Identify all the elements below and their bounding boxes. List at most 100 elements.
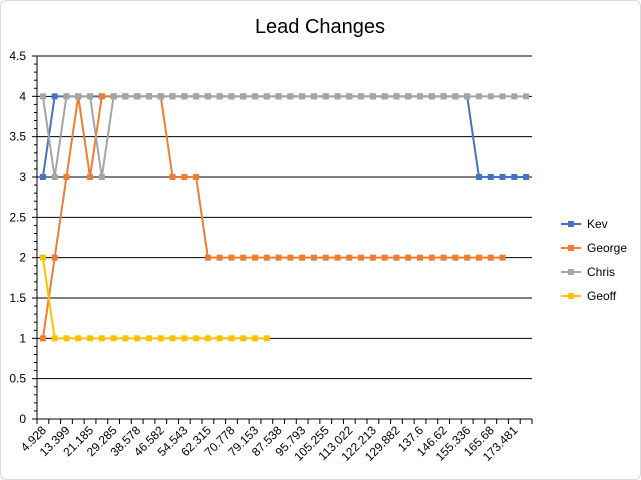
data-point <box>181 335 188 342</box>
data-point <box>475 174 482 180</box>
data-point <box>193 335 200 342</box>
data-point <box>39 254 46 261</box>
data-point <box>487 93 494 100</box>
series-chris <box>39 93 530 180</box>
legend-swatch-marker <box>568 269 574 275</box>
data-point <box>122 335 129 342</box>
data-point <box>334 254 341 261</box>
data-point <box>157 93 164 100</box>
y-tick-label: 2 <box>19 251 26 265</box>
y-tick-label: 2.5 <box>9 210 26 224</box>
legend-label: Chris <box>587 265 615 279</box>
data-point <box>322 254 329 261</box>
data-point <box>63 335 70 342</box>
y-tick-label: 4.5 <box>9 49 26 63</box>
data-point <box>346 93 353 100</box>
data-point <box>499 174 506 180</box>
data-point <box>417 93 424 100</box>
data-point <box>393 93 400 100</box>
data-point <box>87 174 94 180</box>
data-point <box>51 174 58 180</box>
data-point <box>87 93 94 100</box>
data-point <box>464 254 471 261</box>
data-point <box>110 93 117 100</box>
data-point <box>452 93 459 100</box>
y-tick-label: 1.5 <box>9 291 26 305</box>
data-point <box>393 254 400 261</box>
data-point <box>51 93 58 100</box>
data-point <box>204 335 211 342</box>
data-point <box>122 93 129 100</box>
data-point <box>440 93 447 100</box>
data-point <box>511 93 518 100</box>
data-point <box>204 93 211 100</box>
data-point <box>75 93 82 100</box>
data-point <box>475 93 482 100</box>
data-point <box>252 254 259 261</box>
data-point <box>310 254 317 261</box>
series-group <box>39 93 530 342</box>
data-point <box>417 254 424 261</box>
data-point <box>216 93 223 100</box>
data-point <box>299 254 306 261</box>
data-point <box>193 174 200 180</box>
legend-swatch-marker <box>568 221 574 227</box>
y-tick-label: 3.5 <box>9 130 26 144</box>
data-point <box>240 93 247 100</box>
data-point <box>98 93 105 100</box>
data-point <box>63 93 70 100</box>
data-point <box>228 254 235 261</box>
data-point <box>381 254 388 261</box>
data-point <box>287 254 294 261</box>
data-point <box>204 254 211 261</box>
data-point <box>134 93 141 100</box>
data-point <box>87 335 94 342</box>
data-point <box>169 174 176 180</box>
y-tick-label: 4 <box>19 89 26 103</box>
data-point <box>287 93 294 100</box>
data-point <box>240 335 247 342</box>
data-point <box>181 93 188 100</box>
data-point <box>169 335 176 342</box>
y-tick-label: 0.5 <box>9 372 26 386</box>
data-point <box>181 174 188 180</box>
data-point <box>487 254 494 261</box>
data-point <box>110 335 117 342</box>
data-point <box>334 93 341 100</box>
legend-label: Geoff <box>587 289 617 303</box>
data-point <box>240 254 247 261</box>
data-point <box>299 93 306 100</box>
chart-title: Lead Changes <box>255 16 385 38</box>
data-point <box>216 254 223 261</box>
legend-item-kev: Kev <box>561 217 608 231</box>
data-point <box>428 254 435 261</box>
y-tick-label: 0 <box>19 412 26 426</box>
data-point <box>440 254 447 261</box>
data-point <box>63 174 70 180</box>
data-point <box>98 174 105 180</box>
data-point <box>487 174 494 180</box>
data-point <box>358 254 365 261</box>
data-point <box>252 93 259 100</box>
legend-item-george: George <box>561 241 627 255</box>
data-point <box>193 93 200 100</box>
data-point <box>428 93 435 100</box>
data-point <box>216 335 223 342</box>
legend: Kev George Chris Geoff <box>561 217 627 303</box>
legend-swatch-marker <box>568 293 574 299</box>
data-point <box>499 93 506 100</box>
data-point <box>523 174 530 180</box>
data-point <box>358 93 365 100</box>
y-axis-ticks: 0 0.5 1 1.5 2 2.5 3 3.5 4 4.5 <box>9 49 26 426</box>
data-point <box>523 93 530 100</box>
data-point <box>252 335 259 342</box>
legend-item-geoff: Geoff <box>561 289 617 303</box>
data-point <box>511 174 518 180</box>
data-point <box>51 254 58 261</box>
data-point <box>39 93 46 100</box>
data-point <box>145 93 152 100</box>
data-point <box>275 254 282 261</box>
data-point <box>228 335 235 342</box>
